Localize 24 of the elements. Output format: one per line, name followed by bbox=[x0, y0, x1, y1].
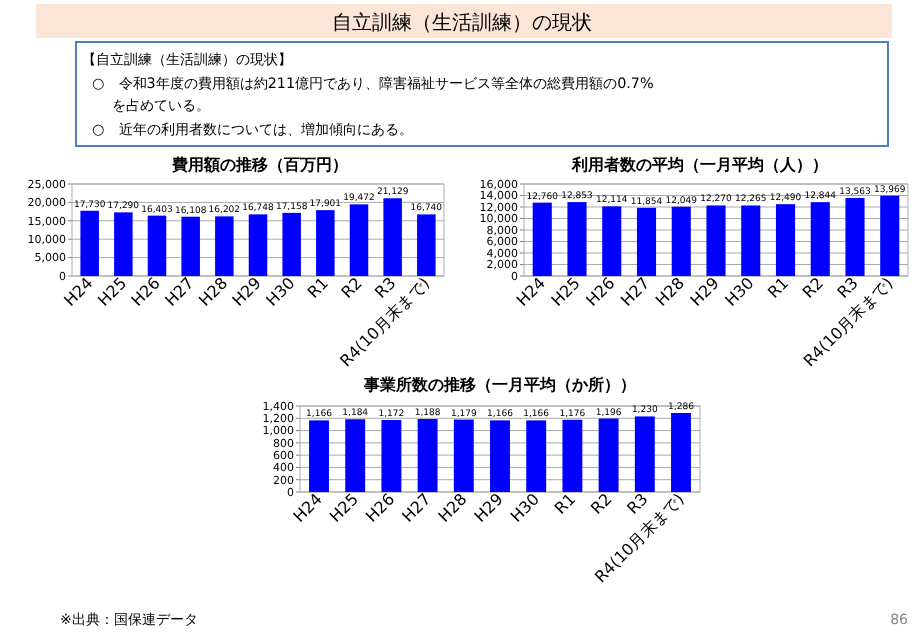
x-tick-label: R2 bbox=[587, 490, 616, 518]
bar bbox=[417, 214, 436, 276]
x-tick-label: R1 bbox=[551, 490, 580, 518]
bar bbox=[215, 216, 234, 276]
bar bbox=[248, 214, 268, 276]
bar bbox=[181, 216, 200, 276]
bar bbox=[114, 212, 133, 276]
x-tick-label: R3 bbox=[371, 274, 400, 302]
chart-title: 事業所数の推移（一月平均（か所）） bbox=[362, 376, 636, 394]
bar bbox=[316, 210, 335, 276]
text: 自立訓練（生活訓練）の現状 bbox=[332, 11, 592, 35]
x-tick-label: R1 bbox=[764, 274, 793, 302]
bar bbox=[282, 212, 301, 276]
chart-title: 費用額の推移（百万円） bbox=[170, 156, 348, 174]
bar bbox=[349, 204, 369, 276]
x-tick-label: R3 bbox=[834, 274, 862, 302]
bar bbox=[80, 210, 99, 276]
x-tick-label: R1 bbox=[304, 274, 333, 302]
bar bbox=[383, 198, 402, 276]
x-tick-label: R2 bbox=[799, 274, 828, 302]
chart-title: 利用者数の平均（一月平均（人）） bbox=[570, 156, 828, 174]
x-tick-label: R2 bbox=[338, 274, 366, 302]
x-tick-label: R3 bbox=[623, 490, 652, 518]
bar bbox=[147, 215, 167, 276]
